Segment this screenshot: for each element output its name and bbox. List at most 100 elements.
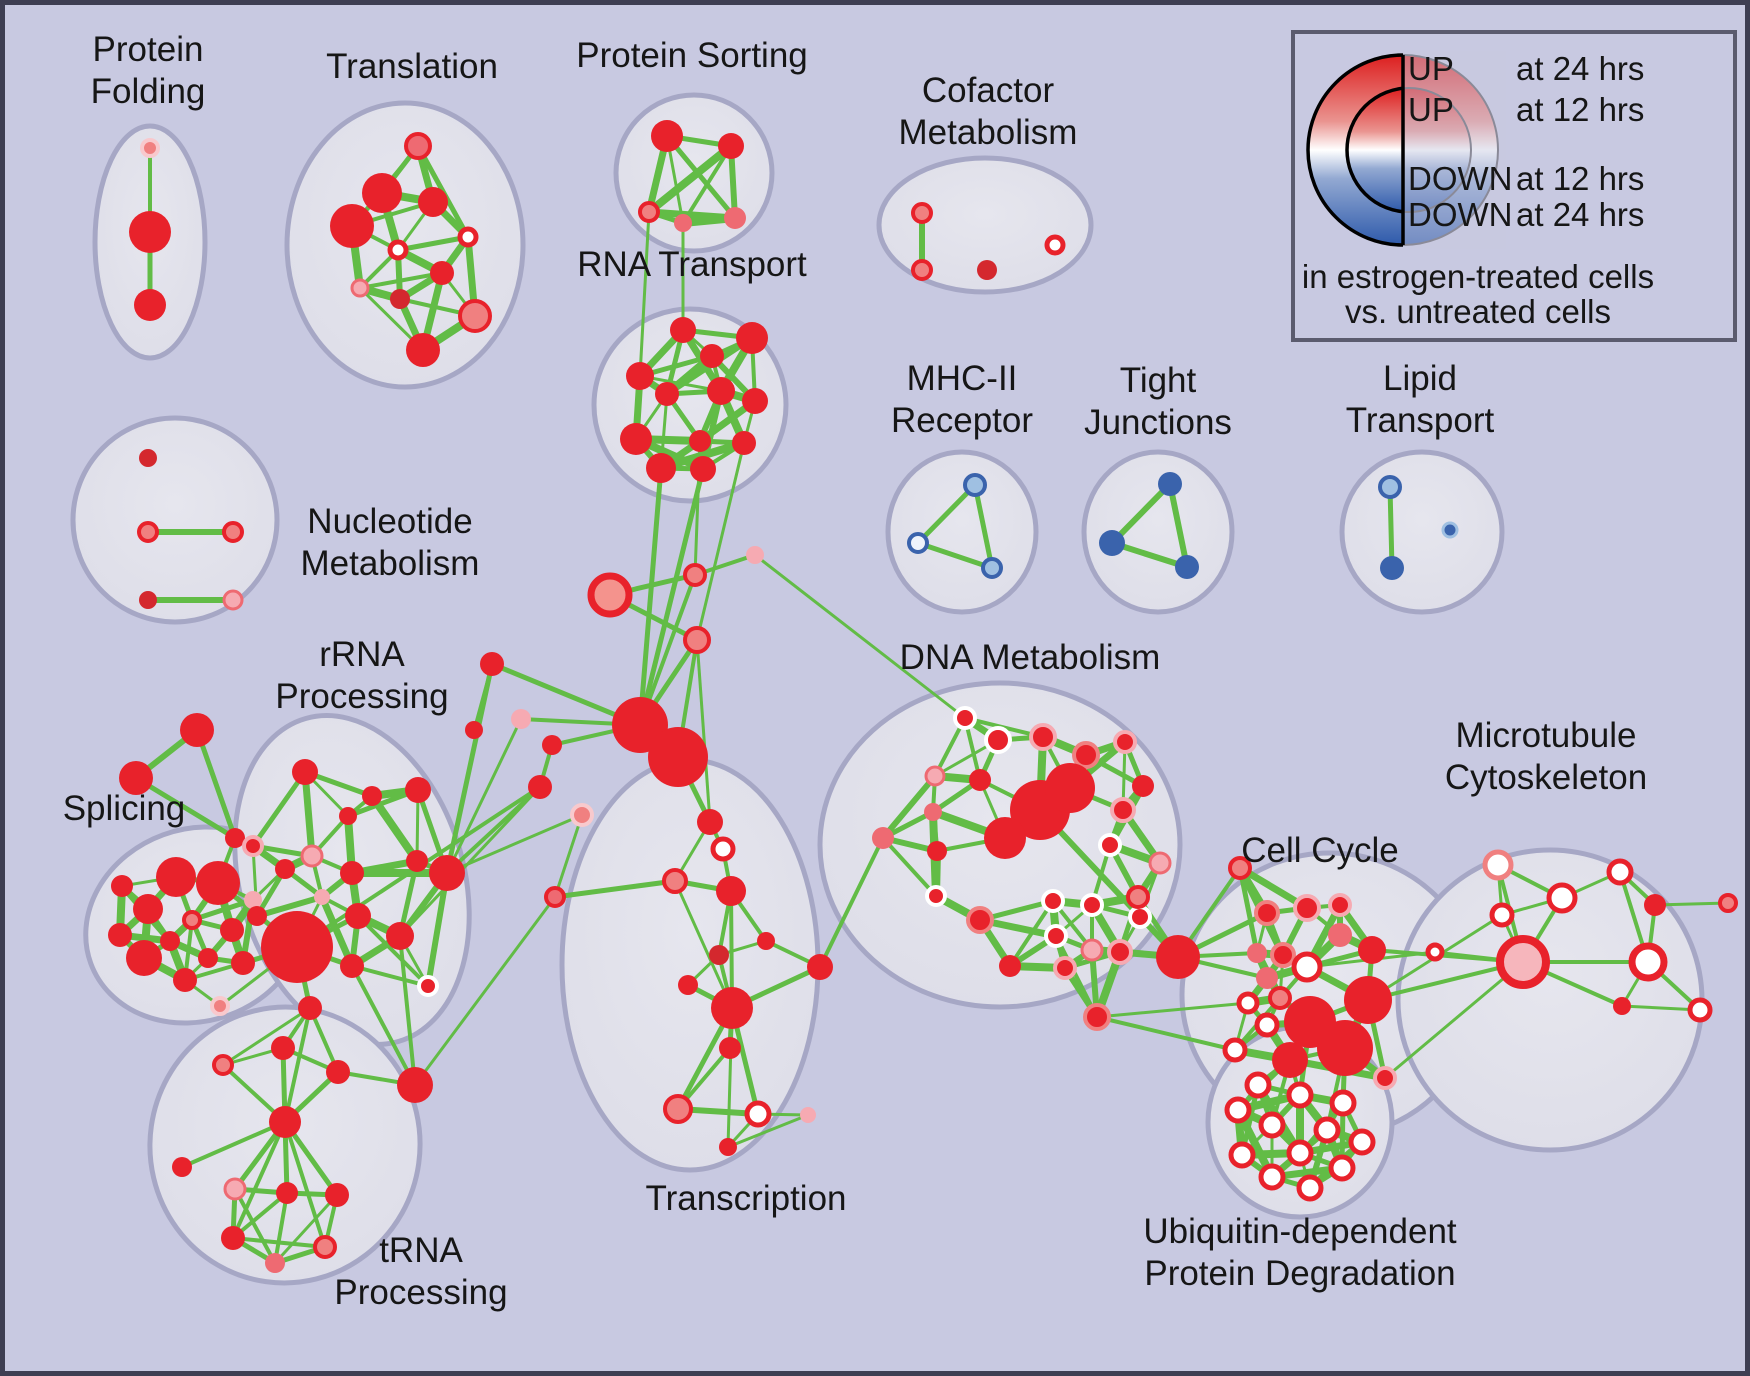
node-mh2 (907, 532, 929, 554)
cluster-region-cf (876, 155, 1094, 295)
node-cc6 (1291, 951, 1323, 983)
node-tn4 (269, 1106, 301, 1138)
network-edge (425, 870, 450, 989)
node-tl4 (330, 204, 374, 248)
network-edge (645, 142, 735, 216)
node-h2 (648, 727, 708, 787)
node-cc10 (1254, 1012, 1280, 1038)
network-edge (1167, 481, 1190, 570)
node-tx10 (719, 1037, 741, 1059)
node-dm1 (984, 726, 1012, 754)
cluster-label-tl: Translation (326, 47, 498, 86)
node-dm33 (1083, 1003, 1111, 1031)
node-tx14 (719, 1138, 737, 1156)
node-rt12 (690, 456, 716, 482)
node-pf2 (129, 211, 171, 253)
node-ub4 (1224, 1096, 1252, 1124)
node-ub2 (1286, 1081, 1314, 1109)
node-ps3 (638, 201, 660, 223)
node-nm4 (139, 591, 157, 609)
node-sp7 (160, 931, 180, 951)
node-ub5 (1258, 1111, 1286, 1139)
network-edge (283, 1006, 312, 1124)
node-cf3 (977, 260, 997, 280)
node-tn3 (326, 1060, 350, 1084)
node-nm3 (222, 521, 244, 543)
node-m1 (480, 652, 504, 676)
node-x4 (746, 546, 764, 564)
node-rr2 (362, 786, 382, 806)
node-tn1 (212, 1054, 234, 1076)
node-lt3 (1441, 521, 1459, 539)
node-tl7 (430, 261, 454, 285)
network-edge (283, 1120, 327, 1249)
node-tn13 (397, 1067, 433, 1103)
node-rt2 (736, 322, 768, 354)
legend-time-2: at 12 hrs (1516, 160, 1644, 197)
cluster-label-nm: Nucleotide Metabolism (301, 502, 480, 583)
node-m2 (511, 709, 531, 729)
node-f2 (528, 775, 552, 799)
cluster-label-rr: rRNA Processing (275, 635, 448, 716)
node-tx3 (662, 868, 688, 894)
network-edge (972, 482, 995, 571)
network-edge (553, 813, 584, 899)
node-tl11 (406, 333, 440, 367)
node-tx8 (807, 954, 833, 980)
network-edge (194, 727, 238, 841)
node-mt10 (1613, 997, 1631, 1015)
node-rt6 (707, 377, 735, 405)
node-rr10 (429, 855, 465, 891)
node-ps5 (724, 207, 746, 229)
network-edge (358, 271, 444, 290)
node-tn5 (172, 1157, 192, 1177)
node-cf4 (1044, 234, 1066, 256)
node-cc19 (1328, 893, 1352, 917)
node-tx4 (716, 876, 746, 906)
legend-time-0: at 24 hrs (1516, 50, 1644, 87)
node-rr6 (300, 844, 324, 868)
network-edge (818, 836, 885, 969)
node-sp1 (156, 857, 196, 897)
node-cc12 (1317, 1020, 1373, 1076)
legend-faded-half (1403, 51, 1506, 249)
node-f3 (570, 803, 594, 827)
node-mt8 (1628, 942, 1668, 982)
node-cc2 (1293, 894, 1321, 922)
network-edge (915, 482, 978, 546)
node-dm20 (999, 955, 1021, 977)
node-tj3 (1175, 555, 1199, 579)
node-sp8 (126, 940, 162, 976)
node-sp6 (220, 918, 244, 942)
node-sp12 (173, 968, 197, 992)
node-rt11 (646, 453, 676, 483)
node-cc3 (1228, 856, 1252, 880)
node-dm23 (1113, 730, 1137, 754)
node-sp9 (198, 948, 218, 968)
node-rt8 (620, 423, 652, 455)
node-tx9 (711, 987, 753, 1029)
node-dm30 (1107, 939, 1133, 965)
node-mh3 (981, 557, 1003, 579)
node-cc1 (1254, 900, 1280, 926)
node-rr9 (406, 850, 428, 872)
node-dm11 (1110, 797, 1136, 823)
network-edge (273, 1193, 339, 1265)
node-tri2 (119, 761, 153, 795)
node-rt1 (670, 317, 696, 343)
node-dm16 (1041, 889, 1065, 913)
node-mt7 (1644, 894, 1666, 916)
network-edge (637, 466, 706, 728)
node-dm18 (1080, 938, 1104, 962)
node-cc18 (1222, 1037, 1248, 1063)
network-edge (881, 836, 938, 898)
network-edge (1620, 1004, 1702, 1012)
node-rr16 (417, 975, 439, 997)
node-dm3 (1072, 741, 1100, 769)
network-edge (1109, 540, 1190, 570)
node-rt4 (700, 344, 724, 368)
node-tl5 (457, 226, 479, 248)
node-tn9 (221, 1226, 245, 1250)
network-edge (1037, 807, 1181, 960)
node-rt5 (655, 382, 679, 406)
